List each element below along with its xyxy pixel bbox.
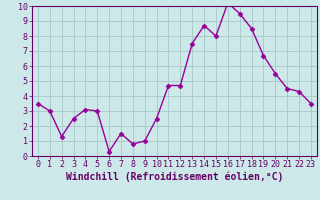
X-axis label: Windchill (Refroidissement éolien,°C): Windchill (Refroidissement éolien,°C) — [66, 172, 283, 182]
